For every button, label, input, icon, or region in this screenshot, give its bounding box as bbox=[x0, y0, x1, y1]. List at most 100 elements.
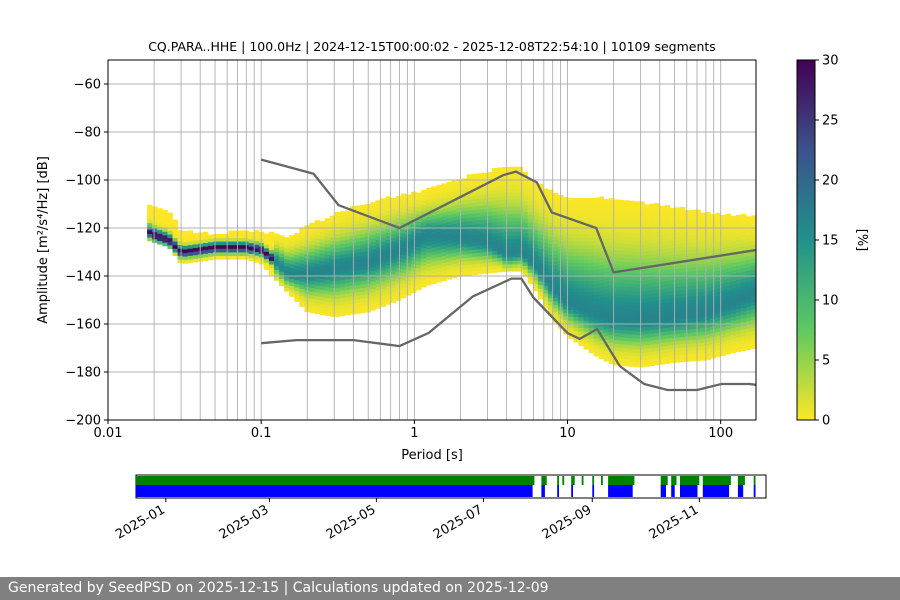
psd-cell bbox=[684, 347, 691, 352]
psd-cell bbox=[705, 258, 711, 263]
psd-cell bbox=[578, 280, 584, 285]
psd-cell bbox=[487, 240, 493, 245]
psd-cell bbox=[238, 230, 244, 235]
psd-cell bbox=[497, 235, 503, 240]
psd-cell bbox=[679, 300, 686, 305]
psd-cell bbox=[598, 214, 605, 219]
psd-cell bbox=[213, 237, 219, 242]
psd-cell bbox=[740, 235, 747, 240]
psd-cell bbox=[598, 286, 605, 291]
y-tick-label: −200 bbox=[65, 414, 101, 429]
psd-cell bbox=[517, 267, 523, 272]
psd-cell bbox=[674, 344, 681, 349]
psd-cell bbox=[553, 192, 559, 197]
psd-cell bbox=[436, 202, 442, 207]
psd-cell bbox=[669, 344, 676, 349]
psd-cell bbox=[654, 278, 660, 283]
psd-cell bbox=[573, 223, 579, 228]
availability-bar bbox=[541, 476, 547, 485]
psd-cell bbox=[613, 296, 620, 301]
psd-cell bbox=[695, 349, 701, 354]
psd-cell bbox=[619, 315, 625, 320]
psd-cell bbox=[380, 266, 386, 271]
psd-cell bbox=[695, 331, 701, 336]
psd-cell bbox=[684, 264, 691, 269]
psd-cell bbox=[649, 261, 655, 266]
psd-cell bbox=[700, 338, 706, 343]
psd-cell bbox=[157, 240, 163, 245]
psd-cell bbox=[314, 241, 321, 246]
psd-cell bbox=[593, 262, 600, 267]
psd-cell bbox=[695, 223, 701, 228]
psd-cell bbox=[664, 223, 671, 228]
psd-cell bbox=[634, 215, 640, 220]
psd-cell bbox=[679, 225, 686, 229]
psd-cell bbox=[679, 318, 686, 323]
psd-cell bbox=[619, 354, 625, 359]
psd-cell bbox=[659, 353, 666, 358]
psd-cell bbox=[284, 237, 290, 242]
psd-cell bbox=[339, 258, 346, 263]
psd-cell bbox=[553, 311, 559, 316]
psd-cell bbox=[421, 204, 427, 209]
psd-cell bbox=[466, 257, 473, 262]
psd-cell bbox=[563, 312, 569, 317]
psd-cell bbox=[375, 279, 381, 284]
psd-cell bbox=[700, 324, 706, 329]
psd-cell bbox=[273, 269, 280, 274]
psd-cell bbox=[644, 254, 650, 259]
psd-cell bbox=[436, 217, 442, 222]
psd-cell bbox=[664, 233, 671, 238]
psd-cell bbox=[613, 347, 620, 352]
psd-cell bbox=[309, 276, 315, 281]
psd-cell bbox=[608, 334, 615, 339]
psd-cell bbox=[441, 205, 447, 210]
psd-cell bbox=[690, 321, 696, 326]
psd-cell bbox=[674, 275, 681, 280]
psd-cell bbox=[350, 278, 356, 283]
psd-cell bbox=[593, 237, 600, 242]
psd-cell bbox=[431, 254, 437, 259]
psd-cell bbox=[441, 226, 447, 231]
psd-cell bbox=[725, 336, 732, 341]
psd-cell bbox=[334, 237, 341, 242]
psd-cell bbox=[583, 233, 589, 238]
psd-cell bbox=[532, 211, 539, 216]
psd-cell bbox=[735, 301, 742, 306]
psd-cell bbox=[157, 236, 163, 241]
psd-cell bbox=[649, 221, 655, 226]
y-axis-label: Amplitude [m²/s⁴/Hz] [dB] bbox=[36, 156, 51, 324]
psd-cell bbox=[426, 266, 432, 271]
psd-cell bbox=[578, 269, 584, 274]
psd-cell bbox=[679, 243, 686, 247]
psd-cell bbox=[634, 291, 640, 296]
psd-cell bbox=[273, 240, 280, 245]
psd-cell bbox=[451, 252, 458, 257]
psd-cell bbox=[603, 235, 610, 240]
psd-cell bbox=[710, 314, 716, 319]
psd-cell bbox=[588, 302, 595, 307]
psd-cell bbox=[360, 265, 366, 270]
psd-cell bbox=[157, 211, 163, 216]
psd-cell bbox=[588, 226, 595, 231]
psd-cell bbox=[380, 230, 386, 235]
psd-cell bbox=[613, 235, 620, 240]
psd-cell bbox=[400, 261, 407, 266]
psd-cell bbox=[624, 243, 630, 248]
psd-cell bbox=[613, 314, 620, 319]
psd-cell bbox=[279, 238, 285, 243]
psd-cell bbox=[532, 283, 539, 288]
psd-cell bbox=[451, 213, 458, 217]
psd-cell bbox=[619, 307, 625, 312]
psd-cell bbox=[213, 244, 219, 249]
psd-cell bbox=[502, 202, 508, 207]
psd-cell bbox=[664, 320, 671, 325]
psd-cell bbox=[431, 258, 437, 263]
psd-cell bbox=[730, 273, 737, 278]
psd-cell bbox=[745, 345, 752, 350]
psd-cell bbox=[405, 194, 412, 199]
psd-cell bbox=[451, 256, 458, 261]
psd-cell bbox=[253, 233, 260, 238]
psd-cell bbox=[542, 220, 549, 225]
